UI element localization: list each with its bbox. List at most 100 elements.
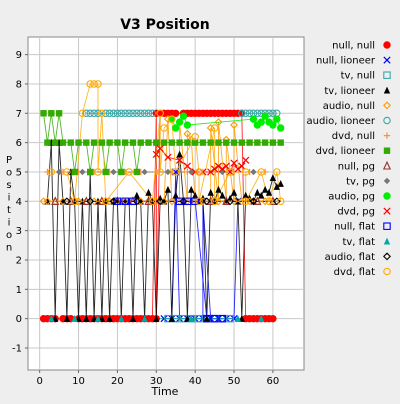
data-point	[148, 109, 157, 118]
legend-label: dvd, lioneer	[316, 146, 376, 157]
data-point	[273, 168, 281, 176]
data-point	[172, 191, 179, 199]
legend-item: tv, lioneer	[324, 86, 391, 97]
series-markers-dvd-pg	[152, 144, 250, 176]
legend-item: tv, flat	[342, 237, 391, 248]
data-point	[230, 159, 238, 167]
data-point	[210, 197, 219, 206]
data-point	[156, 144, 164, 153]
data-point	[218, 165, 226, 173]
data-point	[206, 123, 215, 132]
data-point	[277, 179, 284, 187]
y-axis-label-letter: n	[6, 242, 12, 253]
y-tick-label: 6	[16, 138, 22, 149]
data-point	[101, 197, 110, 206]
data-point	[83, 314, 90, 322]
data-point	[238, 162, 246, 170]
data-point	[210, 124, 219, 132]
data-point	[277, 139, 284, 146]
y-tick-label: -1	[12, 343, 22, 354]
data-point	[273, 115, 281, 123]
data-point	[250, 168, 257, 176]
data-point	[83, 139, 90, 146]
data-point	[113, 109, 122, 118]
legend-label: null, null	[332, 41, 375, 52]
x-tick-label: 0	[36, 376, 42, 387]
legend-item: dvd, lioneer	[316, 146, 391, 157]
data-point	[261, 197, 270, 206]
data-point	[40, 110, 47, 117]
chart-title: V3 Position	[120, 17, 210, 33]
data-point	[257, 118, 265, 126]
legend-marker	[383, 237, 391, 245]
data-point	[44, 168, 51, 176]
data-point	[269, 139, 277, 146]
data-point	[258, 314, 265, 322]
data-point	[160, 315, 168, 323]
data-point	[226, 168, 234, 176]
data-point	[105, 109, 114, 118]
data-point	[241, 197, 250, 206]
data-point	[114, 139, 121, 146]
data-point	[62, 197, 71, 206]
data-point	[210, 314, 219, 323]
data-point	[249, 115, 258, 123]
data-point	[172, 109, 180, 117]
legend-label: null, pg	[338, 161, 375, 172]
data-point	[129, 139, 137, 146]
data-point	[121, 109, 129, 118]
data-point	[86, 109, 94, 118]
data-point	[125, 109, 133, 118]
data-point	[67, 139, 74, 146]
data-point	[191, 191, 199, 199]
data-point	[141, 168, 148, 176]
data-point	[129, 197, 137, 206]
data-point	[75, 139, 82, 146]
data-point	[132, 197, 141, 206]
legend-item: audio, pg	[328, 192, 391, 203]
legend-label: dvd, flat	[334, 267, 375, 278]
data-point	[219, 191, 226, 199]
data-point	[156, 197, 165, 206]
data-point	[176, 139, 183, 146]
data-point	[218, 314, 227, 323]
data-point	[153, 314, 160, 322]
data-point	[183, 162, 192, 170]
x-axis-label: Time	[151, 385, 179, 398]
data-point	[86, 168, 94, 176]
data-point	[269, 314, 277, 323]
legend-label: audio, lioneer	[307, 116, 376, 127]
data-point	[203, 314, 211, 322]
y-tick-label: 9	[16, 50, 22, 61]
data-point	[101, 109, 110, 118]
y-tick-label: 1	[16, 285, 22, 296]
data-point	[175, 156, 184, 164]
data-point	[44, 139, 51, 146]
legend-marker	[383, 86, 391, 94]
data-point	[55, 110, 63, 117]
data-point	[106, 314, 113, 322]
series-markers	[39, 80, 285, 323]
x-tick-label: 60	[267, 376, 280, 387]
data-point	[171, 168, 180, 176]
y-tick-label: 0	[16, 314, 22, 325]
data-point	[257, 168, 265, 176]
data-point	[276, 197, 285, 206]
data-point	[203, 314, 211, 323]
data-point	[202, 197, 211, 206]
data-point	[160, 139, 168, 146]
data-point	[238, 109, 246, 118]
legend-item: null, pg	[338, 160, 392, 172]
data-point	[153, 168, 160, 176]
data-point	[51, 196, 60, 206]
legend-marker	[383, 147, 391, 154]
data-point	[90, 139, 98, 146]
legend-label: tv, flat	[342, 237, 375, 248]
data-point	[176, 150, 183, 158]
data-point	[253, 109, 262, 118]
data-point	[215, 185, 222, 193]
data-point	[195, 197, 203, 206]
x-tick-label: 50	[228, 376, 241, 387]
data-point	[183, 121, 192, 129]
